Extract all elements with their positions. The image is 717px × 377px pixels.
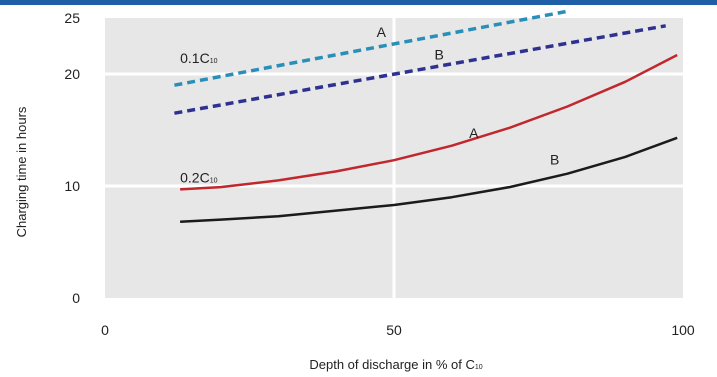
y-axis-ticks: 0 10 20 25 [64,10,80,306]
annotation-label: A [377,24,387,40]
series-layer [174,9,678,224]
annotation-label: A [469,125,479,141]
series-line-0.2c10-b [180,136,678,224]
y-tick-label: 0 [72,290,80,306]
y-tick-label: 25 [64,10,80,26]
annotation-label: B [434,46,443,62]
x-tick-label: 0 [101,322,109,338]
x-tick-label: 100 [671,322,695,338]
series-line-0.1c10-b [174,24,667,115]
annotation-label: B [550,152,559,168]
y-tick-label: 10 [64,178,80,194]
series-line-0.1c10-a [174,9,568,87]
header-accent-bar [0,0,717,5]
x-axis-title: Depth of discharge in % of C10 [309,357,482,372]
x-tick-label: 50 [386,322,402,338]
y-tick-label: 20 [64,66,80,82]
annotation-label: 0.2C10 [180,170,217,186]
x-axis-ticks: 0 50 100 [101,322,695,338]
y-axis-title: Charging time in hours [14,106,29,237]
annotations: 0.1C10 A B 0.2C10 A B [180,24,559,186]
annotation-label: 0.1C10 [180,50,217,66]
series-line-0.2c10-a [180,53,678,191]
